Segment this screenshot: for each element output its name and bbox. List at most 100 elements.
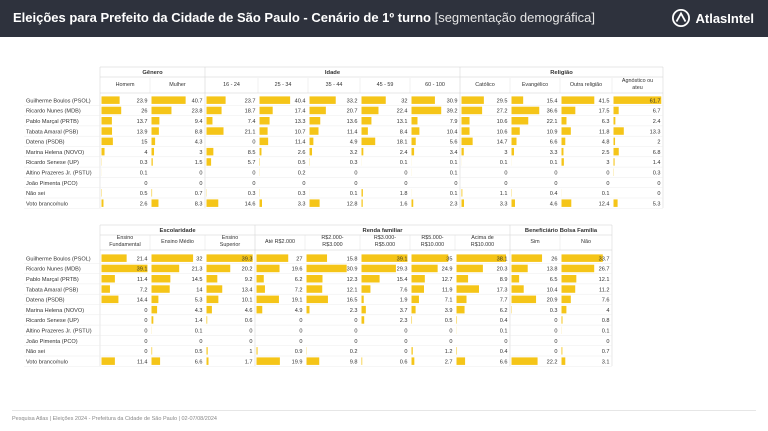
data-bar	[456, 357, 466, 365]
data-bar	[309, 147, 313, 156]
cell-value: 0.7	[602, 349, 610, 355]
data-bar	[461, 147, 464, 156]
cell-value: 0.4	[550, 191, 558, 197]
cell-value: 0	[252, 171, 255, 177]
cell-value: 11.9	[442, 287, 452, 293]
cell-value: 2.5	[602, 150, 610, 156]
cell-value: 0	[554, 329, 557, 335]
cell-value: 0	[504, 171, 507, 177]
cell-value: 22.1	[547, 119, 558, 125]
data-bar	[206, 305, 212, 314]
cell-value: 14	[196, 287, 202, 293]
cell-value: 10.6	[497, 129, 508, 135]
cell-value: 4.9	[350, 140, 358, 146]
cell-value: 15.8	[347, 256, 358, 262]
brand-logo: AtlasIntel	[672, 7, 754, 29]
cell-value: 0.2	[350, 349, 358, 355]
cell-value: 11.4	[347, 129, 357, 135]
cell-value: 0.1	[195, 329, 203, 335]
cell-value: 0	[302, 181, 305, 187]
cell-value: 0	[199, 171, 202, 177]
row-label-10: Voto branco/nulo	[26, 201, 68, 207]
cell-value: 0	[449, 329, 452, 335]
data-bar	[511, 106, 540, 115]
data-bar	[613, 147, 619, 156]
data-bar	[613, 137, 616, 146]
data-bar	[613, 158, 615, 166]
column-header-4: R$2.000-	[321, 235, 343, 241]
cell-value: 0.1	[450, 191, 458, 197]
cell-value: 0	[657, 181, 660, 187]
column-header-10: ateu	[632, 85, 643, 91]
cell-value: 0	[404, 181, 407, 187]
cell-value: 0.7	[195, 191, 203, 197]
cell-value: 9.2	[245, 277, 253, 283]
cell-value: 13.8	[547, 267, 558, 273]
data-bar	[411, 357, 415, 365]
cell-value: 0.5	[298, 160, 306, 166]
data-bar	[151, 347, 153, 355]
cell-value: 1	[249, 349, 252, 355]
cell-value: 0	[299, 318, 302, 324]
cell-value: 8.3	[195, 201, 203, 207]
crosstab-table-2: Escolaridade Renda familiar Beneficiário B…	[24, 224, 613, 367]
data-bar	[151, 295, 159, 304]
data-bar	[511, 357, 538, 365]
data-bar	[101, 285, 110, 293]
cell-value: 3.3	[500, 201, 508, 207]
cell-value: 7.6	[400, 287, 408, 293]
data-bar	[561, 305, 567, 314]
data-bar	[456, 316, 458, 324]
cell-value: 21.4	[137, 256, 148, 262]
row-label-7: Altino Prazeres Jr. (PSTU)	[26, 329, 92, 335]
cell-value: 3.3	[550, 150, 558, 156]
cell-value: 13.4	[242, 287, 253, 293]
cell-value: 9.8	[350, 359, 358, 365]
column-header-4: R$3.000	[322, 242, 342, 248]
cell-value: 7.2	[140, 287, 148, 293]
cell-value: 5.3	[195, 298, 203, 304]
cell-value: 7.6	[602, 298, 610, 304]
cell-value: 4.8	[602, 140, 610, 146]
cell-value: 20.9	[547, 298, 558, 304]
data-bar	[456, 275, 469, 283]
row-label-9: Não sei	[26, 349, 45, 355]
data-bar	[361, 189, 363, 197]
cell-value: 21.3	[192, 267, 203, 273]
data-bar	[101, 127, 113, 135]
data-bar	[101, 357, 115, 365]
data-bar	[206, 117, 213, 125]
cell-value: 13.7	[137, 119, 148, 125]
data-bar	[259, 106, 273, 115]
cell-value: 0	[354, 318, 357, 324]
data-bar	[101, 275, 115, 283]
cell-value: 3.2	[350, 150, 358, 156]
cell-value: 29.3	[397, 267, 408, 273]
group-header-2: Beneficiário Bolsa Família	[525, 228, 598, 234]
column-header-7: R$10.000	[471, 242, 494, 248]
data-bar	[151, 106, 172, 115]
cell-value: 15.4	[397, 277, 408, 283]
data-bar	[411, 347, 413, 355]
cell-value: 0	[404, 171, 407, 177]
column-header-9: Não	[581, 239, 591, 245]
title-subtitle: [segmentação demográfica]	[434, 10, 596, 25]
cell-value: 0.9	[295, 349, 303, 355]
cell-value: 8.9	[500, 277, 508, 283]
cell-value: 2.4	[653, 119, 661, 125]
cell-value: 1.4	[195, 318, 203, 324]
data-bar	[101, 199, 104, 207]
cell-value: 0	[657, 191, 660, 197]
row-label-3: Tabata Amaral (PSB)	[26, 129, 78, 135]
data-bar	[561, 347, 563, 355]
column-header-1: Mulher	[169, 82, 186, 88]
cell-value: 0.3	[350, 160, 358, 166]
cell-value: 33.7	[599, 256, 610, 262]
data-bar	[206, 127, 224, 135]
cell-value: 40.7	[192, 98, 203, 104]
cell-value: 12.7	[442, 277, 453, 283]
row-label-4: Datena (PSDB)	[26, 298, 65, 304]
cell-value: 14.4	[137, 298, 148, 304]
cell-value: 18.7	[245, 109, 256, 115]
cell-value: 0.1	[550, 160, 558, 166]
